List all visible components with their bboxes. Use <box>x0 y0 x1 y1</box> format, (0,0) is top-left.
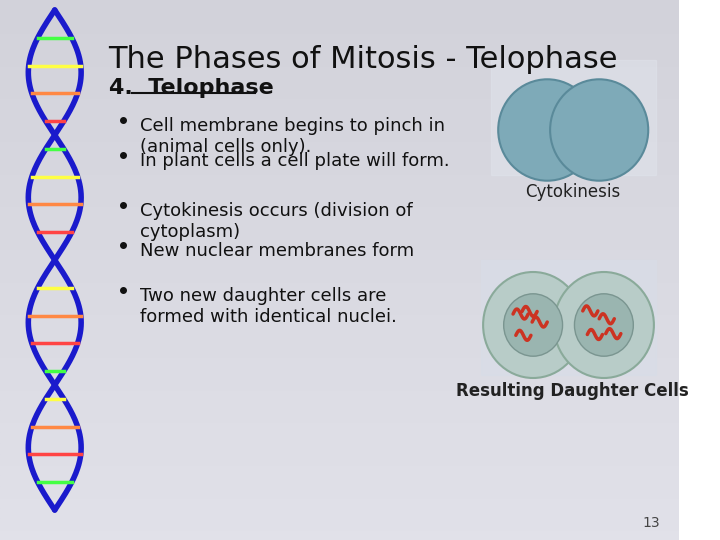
Bar <box>0 108 680 119</box>
Bar <box>0 162 680 173</box>
Bar <box>0 205 680 216</box>
Bar <box>0 378 680 389</box>
Bar <box>0 464 680 475</box>
Ellipse shape <box>504 294 562 356</box>
Bar <box>0 11 680 22</box>
Bar <box>0 130 680 140</box>
Ellipse shape <box>554 272 654 378</box>
Bar <box>0 356 680 367</box>
Bar <box>0 335 680 346</box>
Text: Resulting Daughter Cells: Resulting Daughter Cells <box>456 382 689 400</box>
Bar <box>0 32 680 43</box>
Text: New nuclear membranes form: New nuclear membranes form <box>140 242 414 260</box>
Bar <box>0 389 680 400</box>
Bar <box>0 119 680 130</box>
Text: Cell membrane begins to pinch in
(animal cells only).: Cell membrane begins to pinch in (animal… <box>140 117 445 156</box>
Bar <box>481 260 656 375</box>
Bar <box>0 248 680 259</box>
Bar <box>0 410 680 421</box>
Bar <box>0 529 680 540</box>
Bar <box>0 475 680 486</box>
Text: 4.  Telophase: 4. Telophase <box>109 78 274 98</box>
Bar <box>0 22 680 32</box>
Bar <box>0 86 680 97</box>
Bar <box>0 43 680 54</box>
Bar <box>0 518 680 529</box>
Bar <box>0 292 680 302</box>
Bar <box>0 0 680 11</box>
Bar <box>0 97 680 108</box>
Bar <box>0 432 680 443</box>
Text: The Phases of Mitosis - Telophase: The Phases of Mitosis - Telophase <box>109 45 618 74</box>
Bar <box>0 65 680 76</box>
Bar <box>0 151 680 162</box>
Text: Cytokinesis: Cytokinesis <box>525 183 621 201</box>
Bar <box>0 194 680 205</box>
Bar <box>0 367 680 378</box>
Text: Two new daughter cells are
formed with identical nuclei.: Two new daughter cells are formed with i… <box>140 287 397 326</box>
Bar <box>0 54 680 65</box>
Bar <box>0 486 680 497</box>
Bar <box>0 184 680 194</box>
Text: 13: 13 <box>643 516 660 530</box>
Bar <box>0 324 680 335</box>
Ellipse shape <box>483 272 583 378</box>
Bar <box>0 259 680 270</box>
Bar <box>0 497 680 508</box>
Bar <box>0 76 680 86</box>
Bar <box>0 140 680 151</box>
Bar <box>0 454 680 464</box>
Ellipse shape <box>550 79 648 181</box>
Bar <box>0 346 680 356</box>
Text: Cytokinesis occurs (division of
cytoplasm): Cytokinesis occurs (division of cytoplas… <box>140 202 413 241</box>
Text: In plant cells a cell plate will form.: In plant cells a cell plate will form. <box>140 152 449 170</box>
Bar <box>0 281 680 292</box>
Bar <box>0 238 680 248</box>
Bar <box>0 400 680 410</box>
Bar <box>0 421 680 432</box>
Bar <box>0 313 680 324</box>
Bar <box>0 302 680 313</box>
Bar <box>0 270 680 281</box>
Bar <box>490 60 656 175</box>
Ellipse shape <box>498 79 596 181</box>
Bar <box>0 173 680 184</box>
Bar <box>0 443 680 454</box>
Bar <box>0 508 680 518</box>
Bar <box>0 227 680 238</box>
Bar <box>0 216 680 227</box>
Ellipse shape <box>575 294 634 356</box>
